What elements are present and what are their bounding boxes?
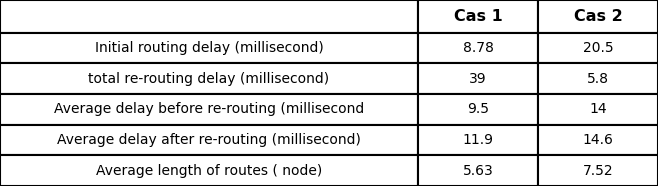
Bar (418, 94, 538, 125)
Bar (418, 155, 538, 186)
Text: Average length of routes ( node): Average length of routes ( node) (96, 164, 322, 178)
Bar (538, 63, 658, 94)
Bar (418, 33, 538, 63)
Bar (538, 155, 658, 186)
Text: 5.63: 5.63 (463, 164, 494, 178)
Text: 5.8: 5.8 (587, 72, 609, 86)
Text: 14: 14 (590, 102, 607, 116)
Bar (538, 94, 658, 125)
Text: Cas 2: Cas 2 (574, 9, 622, 24)
Bar (418, 0, 538, 33)
Bar (538, 33, 658, 63)
Text: 8.78: 8.78 (463, 41, 494, 55)
Bar (418, 125, 538, 155)
Text: 7.52: 7.52 (583, 164, 613, 178)
Text: Average delay before re-routing (millisecond: Average delay before re-routing (millise… (54, 102, 364, 116)
Text: Initial routing delay (millisecond): Initial routing delay (millisecond) (95, 41, 323, 55)
Bar (0, 155, 418, 186)
Bar (0, 0, 418, 33)
Bar (0, 33, 418, 63)
Bar (0, 94, 418, 125)
Bar (418, 63, 538, 94)
Bar (0, 125, 418, 155)
Text: 9.5: 9.5 (467, 102, 489, 116)
Text: Cas 1: Cas 1 (453, 9, 503, 24)
Text: 39: 39 (469, 72, 487, 86)
Bar (538, 125, 658, 155)
Text: total re-routing delay (millisecond): total re-routing delay (millisecond) (88, 72, 330, 86)
Text: Average delay after re-routing (millisecond): Average delay after re-routing (millisec… (57, 133, 361, 147)
Text: 14.6: 14.6 (583, 133, 613, 147)
Bar (538, 0, 658, 33)
Text: 20.5: 20.5 (583, 41, 613, 55)
Text: 11.9: 11.9 (463, 133, 494, 147)
Bar (0, 63, 418, 94)
